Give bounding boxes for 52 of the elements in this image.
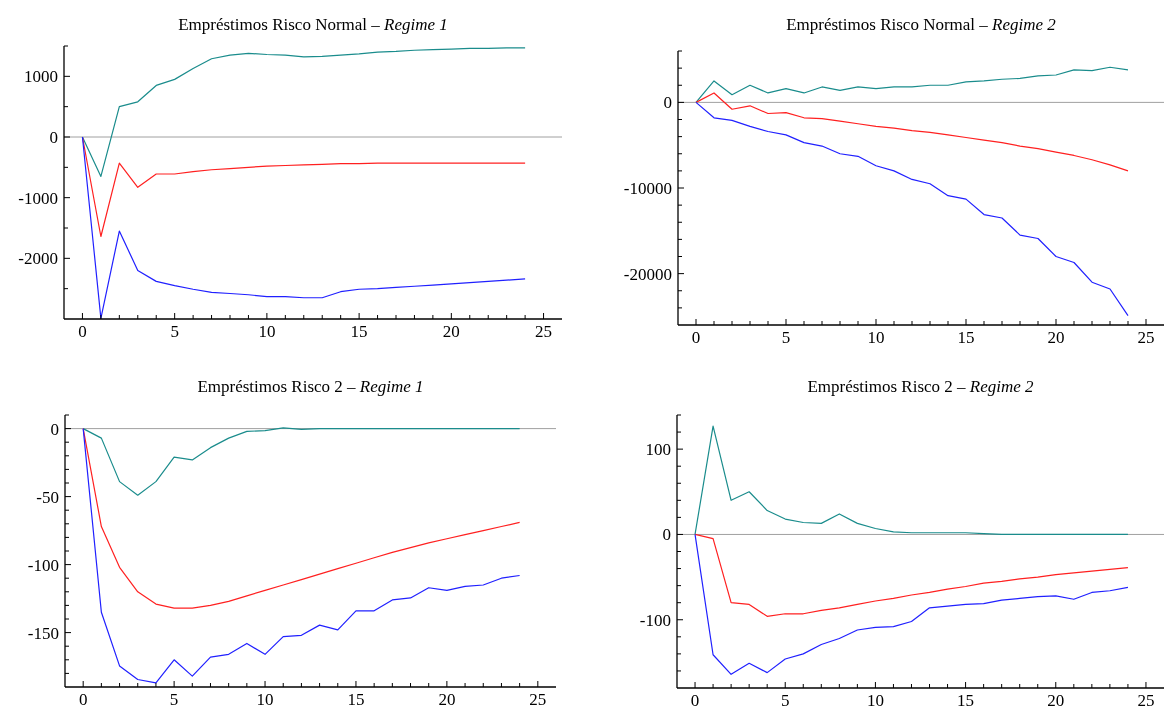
line-series bbox=[694, 533, 1129, 617]
y-tick-label: 100 bbox=[645, 440, 671, 460]
x-tick-label: 0 bbox=[690, 691, 700, 710]
x-tick-label: 25 bbox=[529, 690, 547, 709]
chart-title: Empréstimos Risco Normal – Regime 1 bbox=[178, 15, 448, 34]
y-tick-label: 0 bbox=[49, 127, 58, 147]
x-tick-label: 10 bbox=[866, 691, 884, 710]
y-tick-label: -100 bbox=[639, 610, 671, 630]
x-tick-label: 15 bbox=[350, 322, 368, 341]
x-tick-label: 10 bbox=[256, 690, 274, 709]
x-tick-label: 20 bbox=[1047, 328, 1065, 347]
y-tick-label: -10000 bbox=[623, 178, 672, 198]
line-series bbox=[695, 92, 1129, 172]
y-tick-label: 0 bbox=[662, 525, 671, 545]
x-tick-label: 20 bbox=[1047, 691, 1065, 710]
x-tick-label: 5 bbox=[170, 322, 179, 341]
x-tick-label: 20 bbox=[438, 690, 456, 709]
x-tick-label: 25 bbox=[1137, 691, 1155, 710]
x-tick-label: 20 bbox=[442, 322, 460, 341]
x-tick-label: 10 bbox=[867, 328, 885, 347]
chart-title: Empréstimos Risco 2 – Regime 2 bbox=[807, 377, 1035, 396]
x-tick-label: 10 bbox=[258, 322, 276, 341]
x-tick-label: 25 bbox=[1137, 328, 1155, 347]
line-series bbox=[694, 533, 1129, 675]
y-tick-label: -20000 bbox=[623, 264, 672, 284]
x-tick-label: 15 bbox=[957, 691, 975, 710]
y-tick-label: -2000 bbox=[18, 249, 58, 269]
line-series bbox=[81, 47, 526, 178]
x-tick-label: 5 bbox=[780, 691, 790, 710]
chart-title: Empréstimos Risco Normal – Regime 2 bbox=[786, 15, 1057, 34]
line-series bbox=[82, 428, 521, 684]
x-tick-label: 0 bbox=[78, 690, 88, 709]
y-tick-label: -150 bbox=[27, 623, 59, 643]
x-tick-label: 15 bbox=[957, 328, 975, 347]
line-series bbox=[82, 427, 521, 496]
y-tick-label: 0 bbox=[663, 93, 672, 113]
x-tick-label: 25 bbox=[535, 322, 553, 341]
y-tick-label: -100 bbox=[27, 555, 59, 575]
line-series bbox=[81, 136, 526, 238]
x-tick-label: 5 bbox=[781, 328, 791, 347]
y-tick-label: 0 bbox=[50, 419, 59, 439]
y-tick-label: -1000 bbox=[18, 188, 58, 208]
chart-title: Empréstimos Risco 2 – Regime 1 bbox=[197, 377, 424, 396]
line-series bbox=[695, 66, 1129, 103]
y-tick-label: 1000 bbox=[24, 67, 58, 87]
y-tick-label: -50 bbox=[36, 487, 59, 507]
x-tick-label: 15 bbox=[347, 690, 365, 709]
x-tick-label: 0 bbox=[691, 328, 701, 347]
x-tick-label: 0 bbox=[78, 322, 87, 341]
line-series bbox=[694, 425, 1129, 536]
line-series bbox=[695, 101, 1129, 317]
x-tick-label: 5 bbox=[169, 690, 179, 709]
